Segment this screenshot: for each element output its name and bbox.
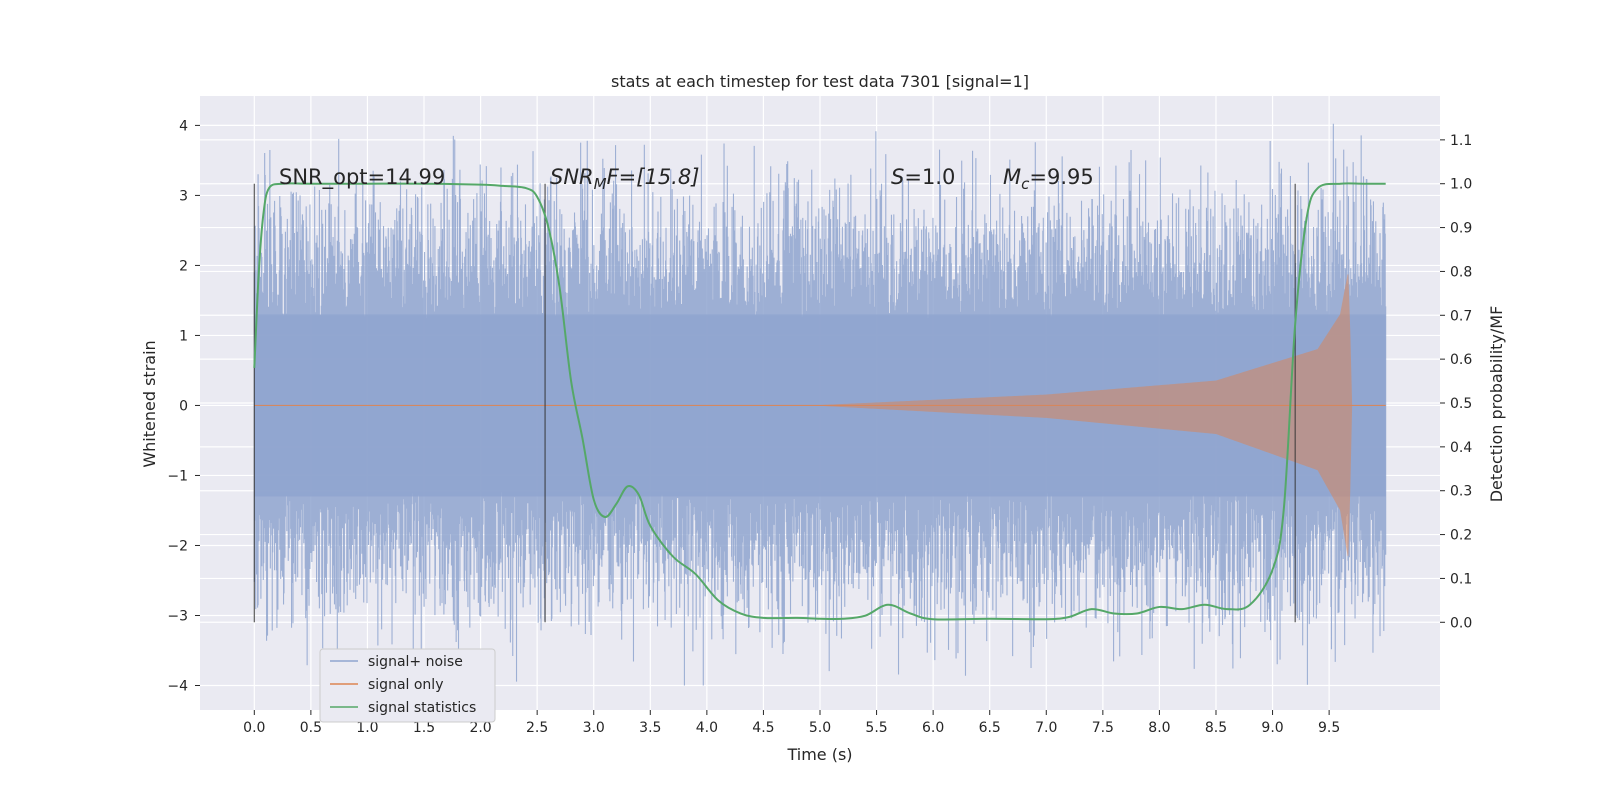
legend: signal+ noise signal only signal statist… — [319, 648, 496, 723]
annotation-snr-mf-sub: M — [594, 175, 607, 193]
y-tick-label-left: 1 — [179, 328, 188, 344]
y-tick-label-right: 0.8 — [1450, 264, 1472, 280]
x-tick-label: 0.5 — [300, 720, 322, 736]
x-tick-label: 4.0 — [696, 720, 718, 736]
x-tick-label: 6.0 — [922, 720, 944, 736]
y-tick-label-right: 0.9 — [1450, 221, 1472, 237]
x-tick-label: 3.0 — [583, 720, 605, 736]
y-tick-label-left: −4 — [167, 678, 188, 694]
y-tick-label-left: −1 — [167, 468, 188, 484]
x-tick-label: 2.0 — [469, 720, 491, 736]
y-tick-label-left: 2 — [179, 258, 188, 274]
x-tick-label: 1.0 — [356, 720, 378, 736]
y-tick-label-left: −2 — [167, 538, 188, 554]
annotation-snr-mf: SNRMF=[15.8] — [550, 165, 699, 193]
annotation-mc-sub: c — [1021, 175, 1030, 193]
x-tick-label: 7.5 — [1092, 720, 1114, 736]
x-tick-label: 6.5 — [979, 720, 1001, 736]
legend-box — [319, 648, 496, 723]
annotation-mc: Mc=9.95 — [1003, 165, 1094, 193]
x-tick-label: 5.0 — [809, 720, 831, 736]
x-tick-label: 7.0 — [1035, 720, 1057, 736]
legend-label-signal-noise: signal+ noise — [368, 654, 463, 670]
x-tick-label: 0.0 — [243, 720, 265, 736]
x-tick-label: 4.5 — [752, 720, 774, 736]
y-tick-label-right: 0.3 — [1450, 484, 1472, 500]
x-tick-label: 8.0 — [1148, 720, 1170, 736]
y-tick-label-right: 0.1 — [1450, 571, 1472, 587]
y-tick-label-right: 0.0 — [1450, 615, 1472, 631]
y-tick-label-right: 0.4 — [1450, 440, 1472, 456]
series-signal-only — [254, 274, 1386, 557]
y-tick-label-right: 1.1 — [1450, 133, 1472, 149]
annotation-mc-rest: =9.95 — [1029, 165, 1093, 189]
x-tick-label: 1.5 — [413, 720, 435, 736]
annotation-snr-opt: SNR_opt=14.99 — [279, 165, 445, 190]
annotation-snr-mf-rest: F=[15.8] — [607, 165, 700, 189]
x-tick-label: 5.5 — [865, 720, 887, 736]
x-tick-label: 9.5 — [1318, 720, 1340, 736]
signal-statistics-line — [253, 182, 1386, 621]
y-ticks-left: 4 3 2 1 0 −1 −2 −3 −4 — [167, 118, 200, 694]
x-tick-label: 9.0 — [1261, 720, 1283, 736]
chart-title: stats at each timestep for test data 730… — [611, 72, 1029, 91]
y-tick-label-right: 0.2 — [1450, 528, 1472, 544]
annotation-s: S=1.0 — [891, 165, 955, 189]
y-tick-label-left: 4 — [179, 118, 188, 134]
legend-label-signal-only: signal only — [368, 677, 443, 693]
x-tick-label: 2.5 — [526, 720, 548, 736]
annotation-snr-mf-base: SNR — [550, 165, 594, 189]
y-tick-label-right: 0.6 — [1450, 352, 1472, 368]
x-tick-label: 8.5 — [1205, 720, 1227, 736]
y-tick-label-left: 3 — [179, 188, 188, 204]
y-tick-label-right: 1.0 — [1450, 177, 1472, 193]
y-tick-label-left: 0 — [179, 398, 188, 414]
vertical-markers — [253, 183, 1296, 623]
annotation-s-base: S — [891, 165, 904, 189]
series-signal-statistics — [253, 182, 1386, 621]
y-axis-label-left: Whitened strain — [140, 340, 159, 467]
y-axis-label-right: Detection probability/MF — [1487, 306, 1506, 503]
y-tick-label-right: 0.5 — [1450, 396, 1472, 412]
annotation-mc-base: M — [1003, 165, 1021, 189]
annotation-s-rest: =1.0 — [904, 165, 955, 189]
y-tick-label-right: 0.7 — [1450, 308, 1472, 324]
y-ticks-right: 1.1 1.0 0.9 0.8 0.7 0.6 0.5 0.4 0.3 0.2 0.1 0.0 — [1440, 133, 1472, 631]
x-axis-label: Time (s) — [786, 745, 852, 764]
legend-label-signal-statistics: signal statistics — [368, 700, 476, 716]
y-tick-label-left: −3 — [167, 608, 188, 624]
x-ticks: 0.0 0.5 1.0 1.5 2.0 2.5 3.0 3.5 4.0 4.5 5.0 5.5 6.0 6… — [243, 710, 1340, 736]
x-tick-label: 3.5 — [639, 720, 661, 736]
